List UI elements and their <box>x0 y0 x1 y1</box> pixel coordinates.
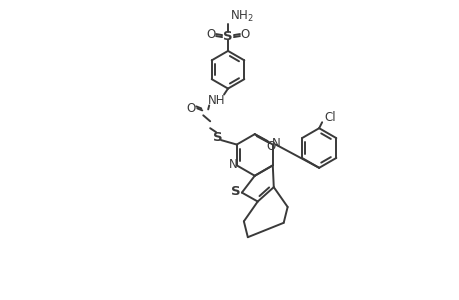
Text: S: S <box>213 130 223 144</box>
Text: O: O <box>206 28 215 40</box>
Text: NH: NH <box>207 94 224 107</box>
Text: Cl: Cl <box>324 111 335 124</box>
Text: NH$_2$: NH$_2$ <box>230 9 253 24</box>
Text: N: N <box>272 137 280 150</box>
Text: O: O <box>186 102 196 115</box>
Text: S: S <box>230 185 240 198</box>
Text: O: O <box>265 140 274 152</box>
Text: N: N <box>228 158 237 171</box>
Text: S: S <box>223 30 232 43</box>
Text: O: O <box>240 28 249 40</box>
